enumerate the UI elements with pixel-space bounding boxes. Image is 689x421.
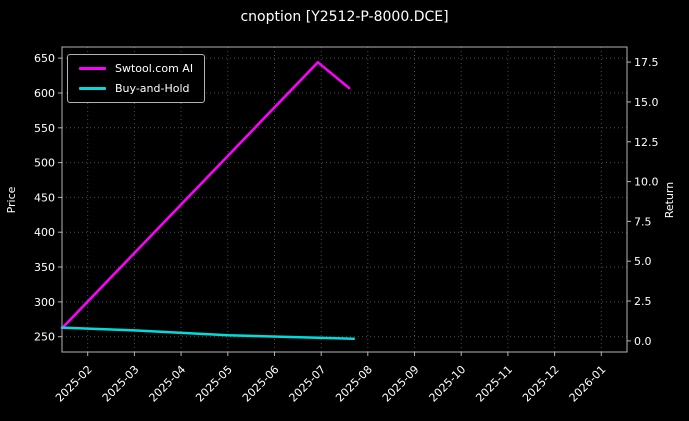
y-axis-label-left: Price [5,186,18,213]
y-right-tick-label: 15.0 [634,96,659,109]
y-left-tick-label: 600 [34,87,55,100]
series-lines [60,61,356,341]
x-tick-label: 2026-01 [567,363,609,405]
y-left-tick-label: 550 [34,122,55,135]
y-axis-right-tick-labels: 0.0 2.5 5.0 7.5 10.0 12.5 15.0 17.5 [634,56,659,348]
y-right-tick-label: 2.5 [634,295,652,308]
y-left-tick-label: 450 [34,191,55,204]
y-left-tick-label: 350 [34,261,55,274]
y-right-tick-label: 5.0 [634,255,652,268]
x-tick-label: 2025-02 [53,363,95,405]
legend-swatch [79,67,106,71]
x-tick-label: 2025-03 [100,363,142,405]
y-right-tick-label: 7.5 [634,215,652,228]
y-right-tick-label: 10.0 [634,176,659,189]
y-left-tick-label: 650 [34,52,55,65]
x-tick-label: 2025-05 [193,363,235,405]
legend-swatch [79,87,106,91]
series-line-swtool-com-ai [60,61,351,330]
plot-border [61,46,628,353]
y-axis-label-right: Return [663,182,676,219]
y-right-tick-label: 0.0 [634,335,652,348]
x-tick-label: 2025-08 [333,363,375,405]
legend: Swtool.com AI Buy-and-Hold [67,54,206,104]
x-tick-label: 2025-07 [287,363,329,405]
grid-lines [62,47,627,352]
y-right-tick-label: 12.5 [634,136,659,149]
y-left-tick-label: 300 [34,296,55,309]
legend-label: Buy-and-Hold [115,82,190,96]
x-tick-label: 2025-11 [473,363,515,405]
x-tick-label: 2025-10 [427,363,469,405]
x-tick-label: 2025-09 [380,363,422,405]
legend-item: Swtool.com AI [79,62,193,75]
x-tick-label: 2025-06 [240,363,282,405]
y-right-tick-label: 17.5 [634,56,659,69]
legend-item: Buy-and-Hold [79,82,193,95]
series-line-buy-and-hold [60,326,356,341]
legend-label: Swtool.com AI [115,62,194,75]
x-tick-label: 2025-04 [147,363,189,405]
y-left-tick-label: 250 [34,331,55,344]
chart-title: cnoption [Y2512-P-8000.DCE] [240,9,449,25]
y-left-tick-label: 400 [34,226,55,239]
x-tick-label: 2025-12 [520,363,562,405]
tick-marks [58,57,631,356]
y-axis-left-tick-labels: 250 300 350 400 450 500 550 600 650 [34,52,55,344]
x-axis-tick-labels: 2025-02 2025-03 2025-04 2025-05 2025-06 2025-… [53,363,608,405]
y-left-tick-label: 500 [34,157,55,170]
